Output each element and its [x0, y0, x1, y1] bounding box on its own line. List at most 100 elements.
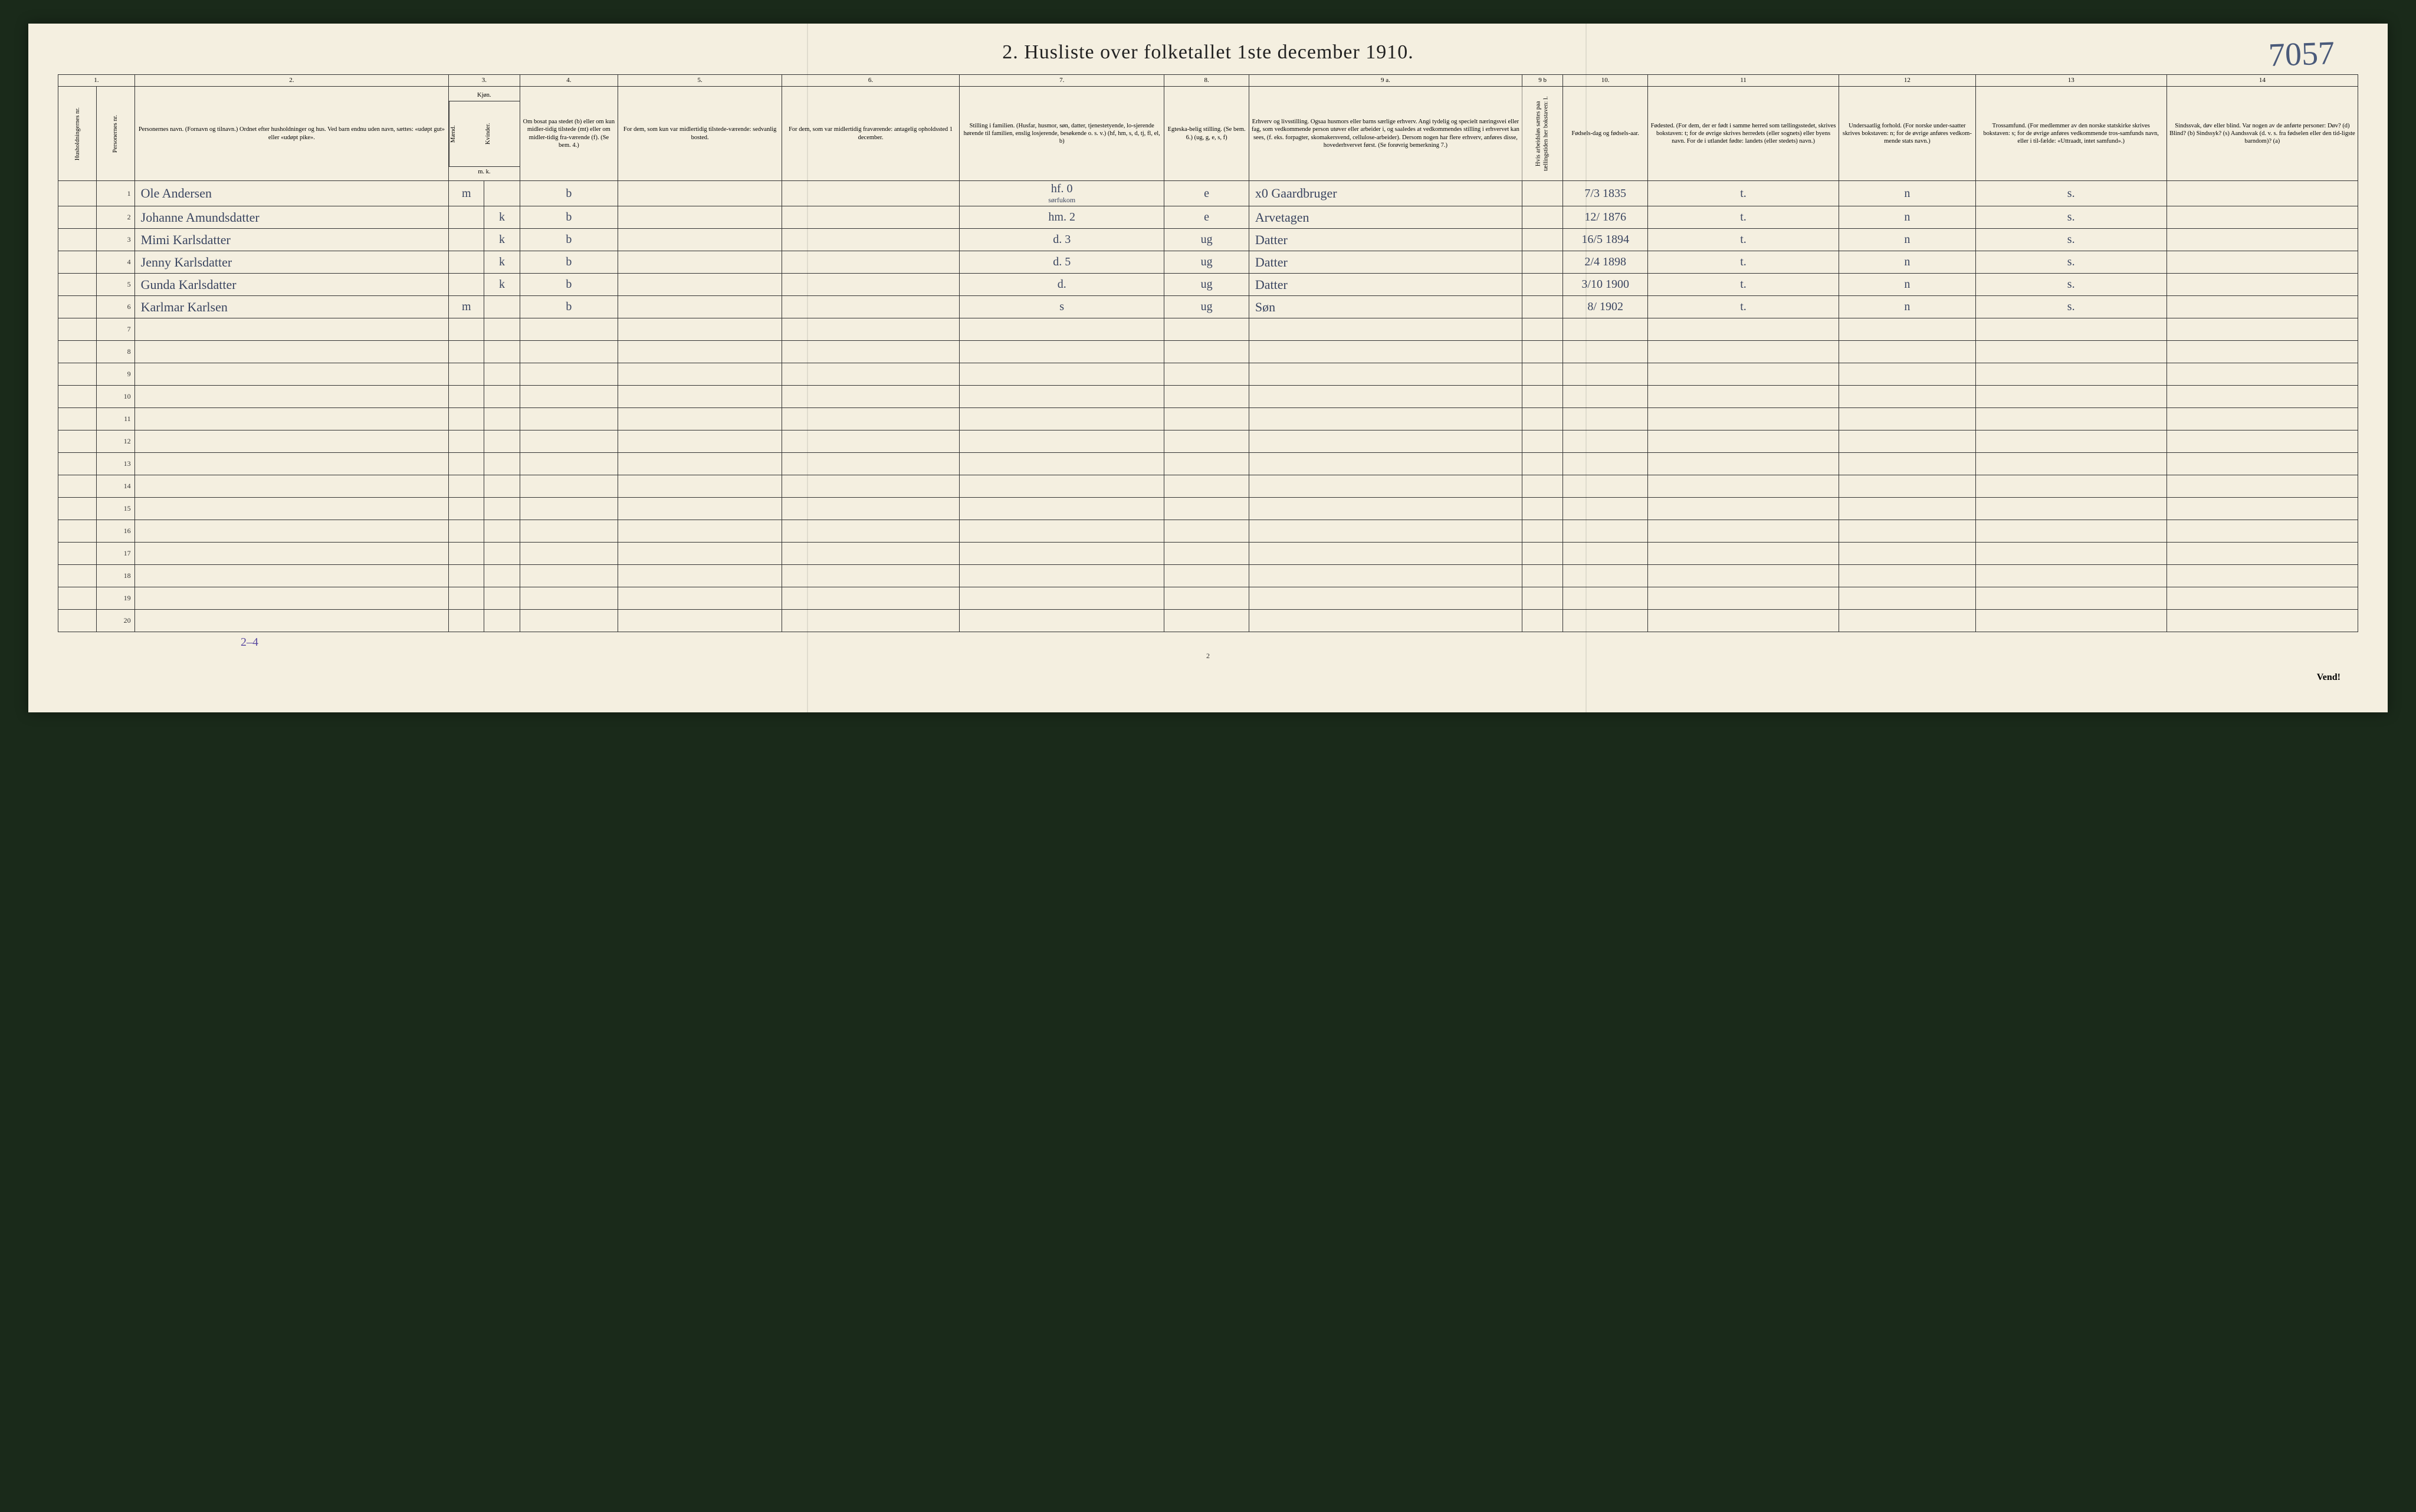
empty-cell	[134, 610, 449, 632]
birthplace-cell: t.	[1647, 251, 1839, 274]
empty-cell	[1839, 565, 1976, 587]
empty-cell	[484, 587, 520, 610]
sex-m-cell	[449, 206, 484, 229]
empty-cell	[2166, 430, 2358, 453]
colnum: 3.	[449, 75, 520, 87]
header-sex: Kjøn. Mænd. Kvinder. m. k.	[449, 87, 520, 181]
header-unemployed: Hvis arbeidsløs sættes paa tællingstiden…	[1522, 87, 1562, 181]
empty-cell	[1839, 318, 1976, 341]
empty-cell	[960, 565, 1164, 587]
empty-cell	[449, 453, 484, 475]
empty-cell	[1839, 453, 1976, 475]
household-nr-cell	[58, 229, 97, 251]
empty-cell	[1522, 587, 1562, 610]
empty-cell	[782, 430, 960, 453]
header-name: Personernes navn. (Fornavn og tilnavn.) …	[134, 87, 449, 181]
person-nr-cell: 14	[96, 475, 134, 498]
empty-cell	[1164, 543, 1249, 565]
empty-cell	[449, 408, 484, 430]
person-nr-cell: 9	[96, 363, 134, 386]
disability-cell	[2166, 181, 2358, 206]
empty-cell	[134, 408, 449, 430]
empty-cell	[484, 520, 520, 543]
table-row-empty: 17	[58, 543, 2358, 565]
occupation-cell: Datter	[1249, 251, 1522, 274]
family-pos-cell: s	[960, 296, 1164, 318]
table-row-empty: 14	[58, 475, 2358, 498]
empty-cell	[1249, 543, 1522, 565]
empty-cell	[520, 363, 618, 386]
empty-cell	[520, 453, 618, 475]
nationality-cell: n	[1839, 206, 1976, 229]
table-row-empty: 10	[58, 386, 2358, 408]
family-pos-cell: d. 3	[960, 229, 1164, 251]
empty-cell	[1647, 498, 1839, 520]
person-nr-cell: 10	[96, 386, 134, 408]
nationality-cell: n	[1839, 229, 1976, 251]
household-nr-cell	[58, 296, 97, 318]
birthdate-cell: 16/5 1894	[1563, 229, 1648, 251]
header-nationality: Undersaatlig forhold. (For norske under-…	[1839, 87, 1976, 181]
empty-cell	[960, 498, 1164, 520]
empty-cell	[1839, 543, 1976, 565]
empty-cell	[618, 408, 782, 430]
empty-cell	[2166, 363, 2358, 386]
table-row-empty: 7	[58, 318, 2358, 341]
colnum: 9 a.	[1249, 75, 1522, 87]
empty-cell	[1975, 543, 2166, 565]
household-nr-cell	[58, 430, 97, 453]
empty-cell	[1522, 520, 1562, 543]
table-row-empty: 18	[58, 565, 2358, 587]
empty-cell	[960, 386, 1164, 408]
empty-cell	[782, 386, 960, 408]
marital-cell: e	[1164, 181, 1249, 206]
empty-cell	[618, 520, 782, 543]
column-number-row: 1. 2. 3. 4. 5. 6. 7. 8. 9 a. 9 b 10. 11 …	[58, 75, 2358, 87]
empty-cell	[449, 498, 484, 520]
empty-cell	[520, 341, 618, 363]
person-nr-cell: 6	[96, 296, 134, 318]
empty-cell	[782, 498, 960, 520]
religion-cell: s.	[1975, 229, 2166, 251]
empty-cell	[1647, 543, 1839, 565]
temp-present-cell	[618, 206, 782, 229]
empty-cell	[134, 475, 449, 498]
temp-present-cell	[618, 181, 782, 206]
religion-cell: s.	[1975, 181, 2166, 206]
empty-cell	[1563, 565, 1648, 587]
empty-cell	[1563, 587, 1648, 610]
birthplace-cell: t.	[1647, 181, 1839, 206]
header-marital: Egteska-belig stilling. (Se bem. 6.) (ug…	[1164, 87, 1249, 181]
household-nr-cell	[58, 587, 97, 610]
header-religion: Trossamfund. (For medlemmer av den norsk…	[1975, 87, 2166, 181]
temp-absent-cell	[782, 206, 960, 229]
empty-cell	[2166, 475, 2358, 498]
person-nr-cell: 13	[96, 453, 134, 475]
birthdate-cell: 8/ 1902	[1563, 296, 1648, 318]
colnum: 13	[1975, 75, 2166, 87]
empty-cell	[449, 543, 484, 565]
empty-cell	[2166, 587, 2358, 610]
empty-cell	[520, 318, 618, 341]
empty-cell	[1563, 475, 1648, 498]
empty-cell	[618, 430, 782, 453]
empty-cell	[1164, 363, 1249, 386]
name-cell: Jenny Karlsdatter	[134, 251, 449, 274]
empty-cell	[484, 475, 520, 498]
person-nr-cell: 17	[96, 543, 134, 565]
empty-cell	[782, 341, 960, 363]
empty-cell	[449, 386, 484, 408]
empty-cell	[782, 318, 960, 341]
empty-cell	[520, 430, 618, 453]
empty-cell	[1563, 318, 1648, 341]
empty-cell	[1249, 610, 1522, 632]
empty-cell	[1563, 363, 1648, 386]
empty-cell	[2166, 453, 2358, 475]
empty-cell	[1839, 408, 1976, 430]
household-nr-cell	[58, 274, 97, 296]
birthdate-cell: 7/3 1835	[1563, 181, 1648, 206]
table-row-empty: 12	[58, 430, 2358, 453]
nationality-cell: n	[1839, 251, 1976, 274]
household-nr-cell	[58, 565, 97, 587]
empty-cell	[1839, 520, 1976, 543]
